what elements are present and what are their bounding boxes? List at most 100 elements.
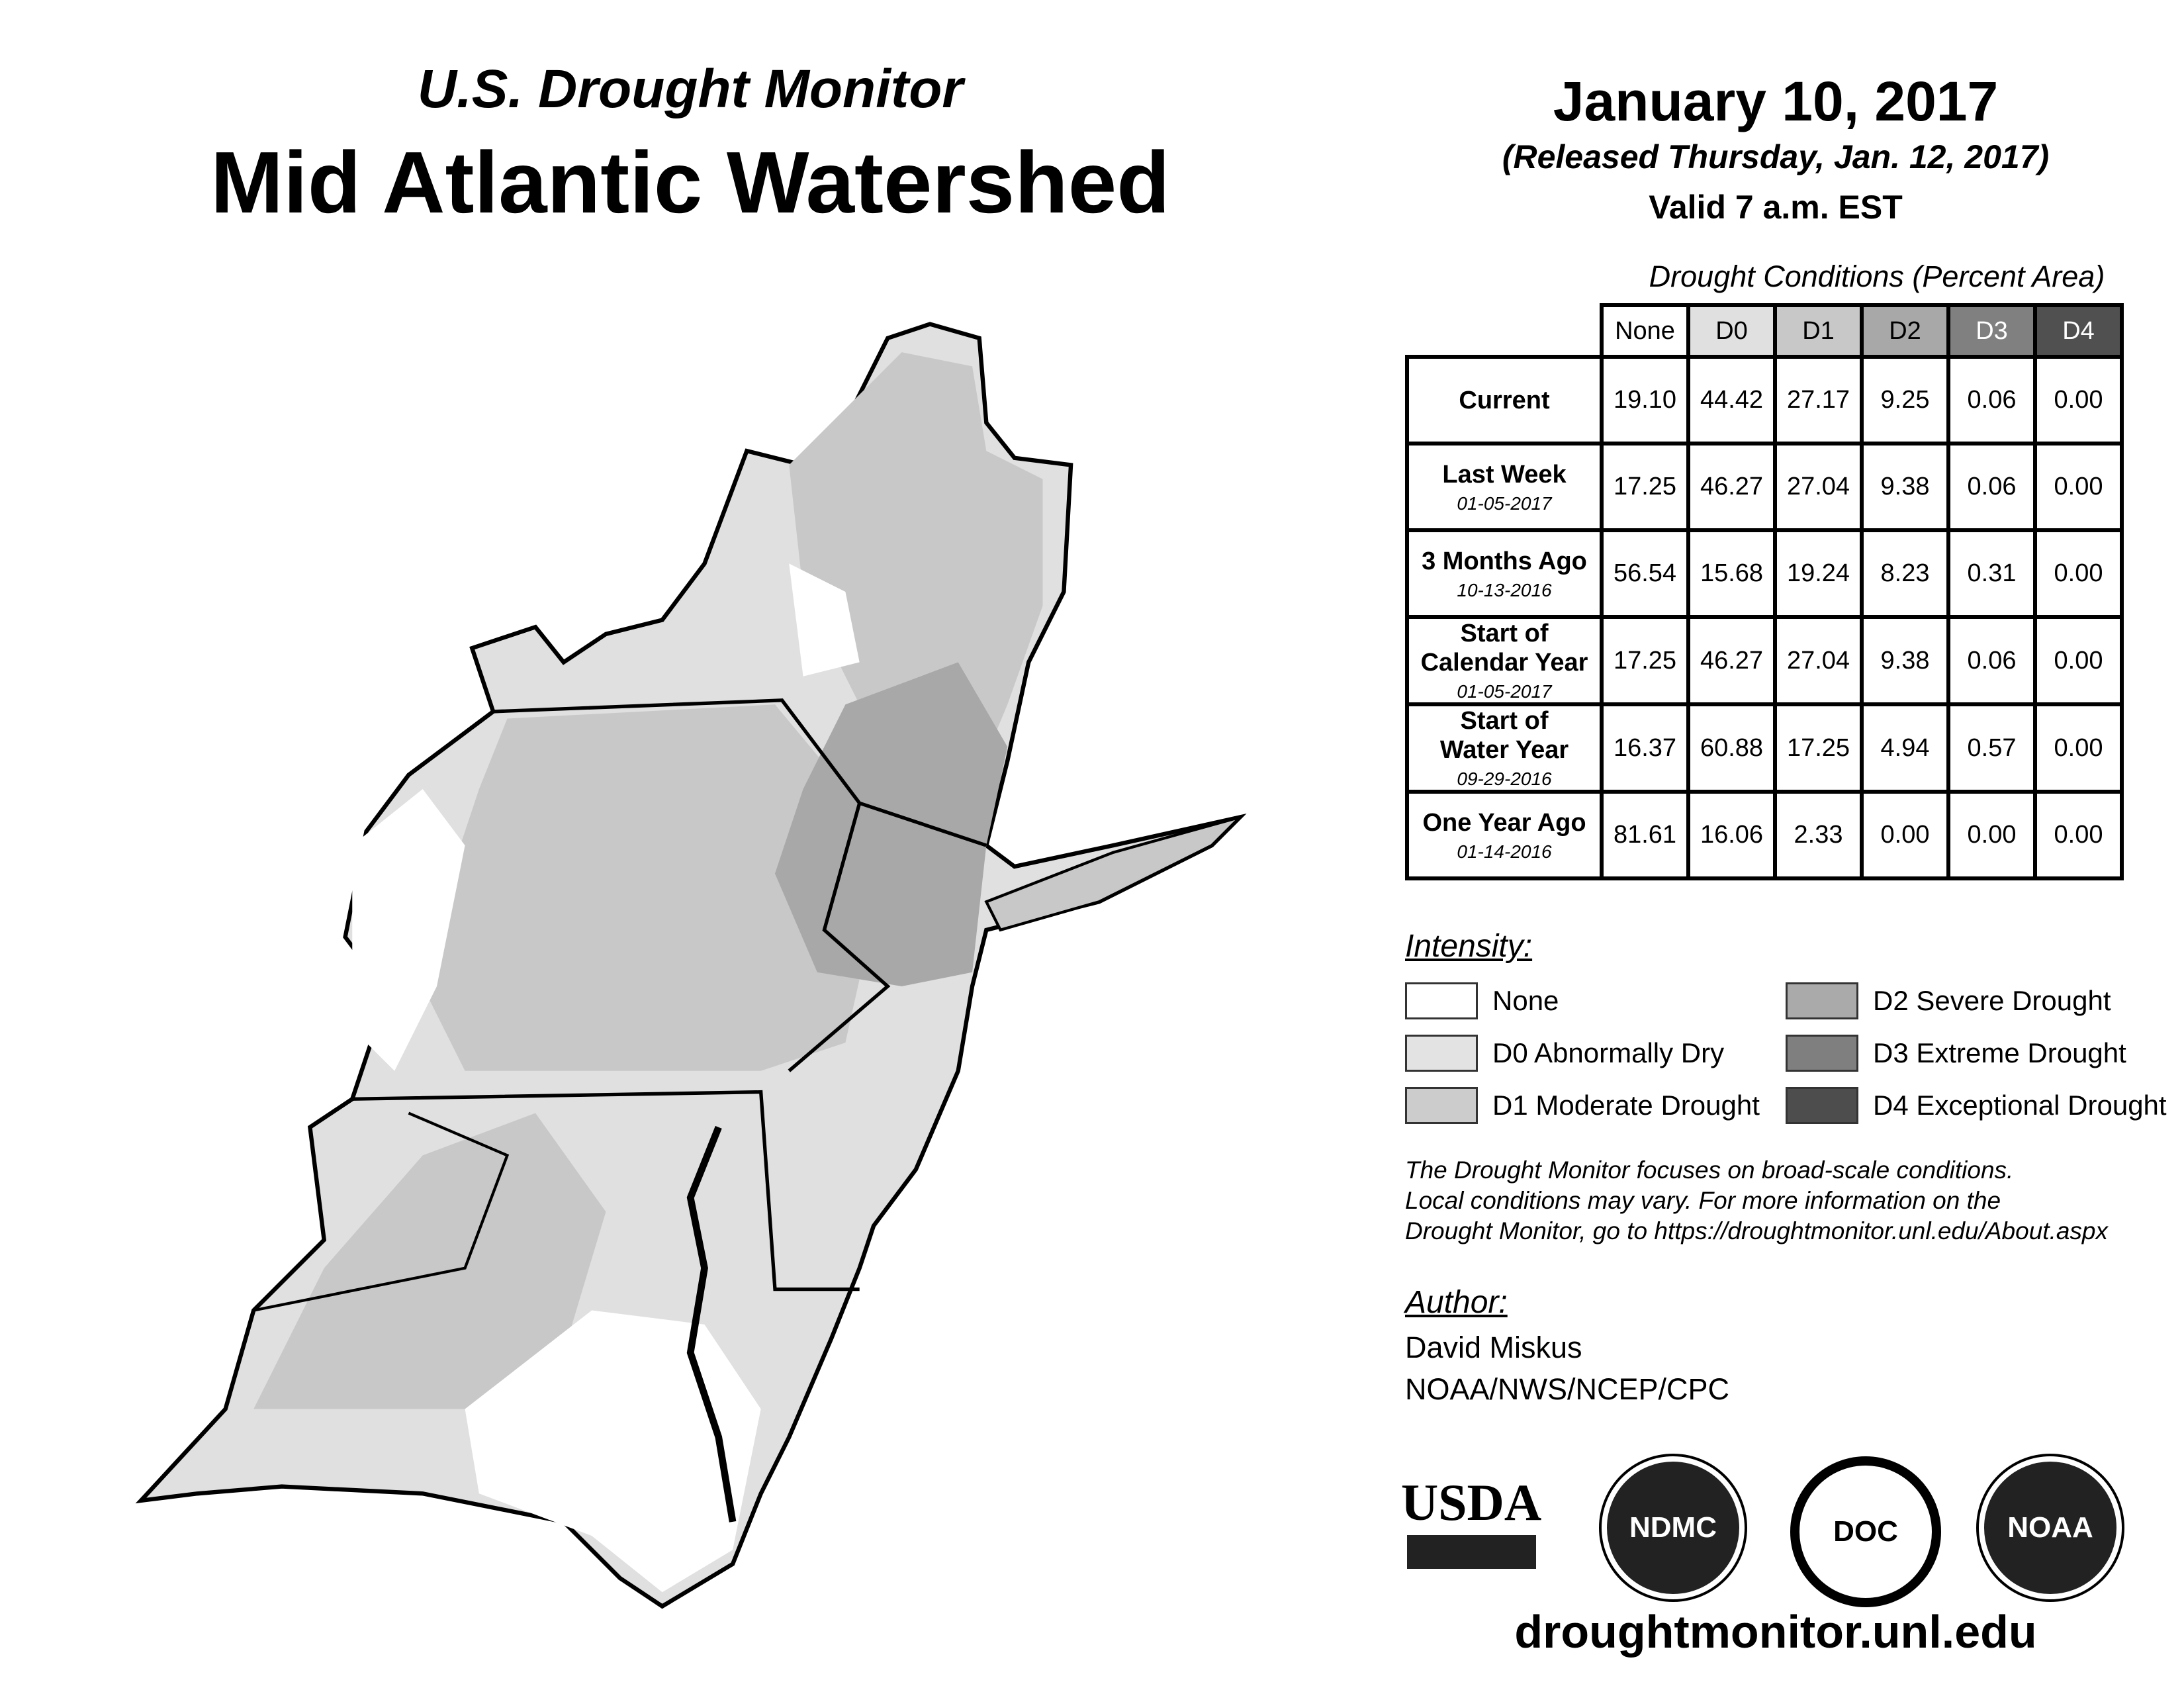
row-label-text: Current [1459, 386, 1550, 414]
table-cell: 0.00 [2033, 442, 2124, 532]
state-line [493, 698, 987, 847]
legend-label: D2 Severe Drought [1873, 985, 2111, 1016]
note-line: Local conditions may vary. For more info… [1405, 1187, 2001, 1214]
table-row: Start of Water Year 09-29-2016 16.37 60.88 17… [1405, 702, 2124, 794]
column-header: D2 [1860, 303, 1950, 359]
table-cell: 0.00 [2033, 528, 2124, 619]
legend-item: D3 Extreme Drought [1786, 1035, 2126, 1072]
legend-item: D1 Moderate Drought [1405, 1087, 1760, 1124]
legend-label: D1 Moderate Drought [1492, 1090, 1760, 1121]
legend-title: Intensity: [1405, 929, 1533, 964]
table-cell: 27.04 [1773, 442, 1864, 532]
table-corner [1407, 305, 1604, 359]
noaa-logo-text: NOAA [2007, 1511, 2093, 1544]
d1-area [789, 352, 1043, 789]
table-cell: 27.04 [1773, 615, 1864, 706]
none-area [352, 788, 465, 1071]
table-cell: 0.06 [1946, 355, 2037, 445]
column-header: D0 [1686, 303, 1777, 359]
commerce-seal: DOC [1790, 1456, 1941, 1607]
row-label: Last Week 01-05-2017 [1405, 442, 1604, 532]
map-date: January 10, 2017 [1553, 70, 1999, 132]
legend-swatch [1405, 982, 1478, 1019]
none-area [465, 1310, 761, 1593]
table-cell: 56.54 [1600, 528, 1690, 619]
row-label-text: Water Year [1439, 736, 1569, 764]
table-cell: 0.06 [1946, 615, 2037, 706]
row-label-text: 3 Months Ago [1422, 547, 1587, 575]
table-cell: 17.25 [1600, 442, 1690, 532]
state-line [788, 802, 891, 1072]
table-cell: 81.61 [1600, 790, 1690, 880]
legend-swatch [1405, 1035, 1478, 1072]
column-header: D3 [1946, 303, 2037, 359]
table-cell: 15.68 [1686, 528, 1777, 619]
table-cell: 9.25 [1860, 355, 1950, 445]
note-line: Drought Monitor, go to https://droughtmo… [1405, 1217, 2108, 1244]
d2-area [774, 662, 1008, 986]
author-label: Author: [1405, 1285, 1508, 1320]
legend-label: None [1492, 985, 1559, 1016]
valid-time: Valid 7 a.m. EST [1649, 189, 1903, 226]
ndmc-logo: NDMC [1602, 1456, 1745, 1599]
table-cell: 8.23 [1860, 528, 1950, 619]
legend-label: D0 Abnormally Dry [1492, 1037, 1725, 1068]
table-cell: 19.24 [1773, 528, 1864, 619]
table-cell: 0.00 [2033, 702, 2124, 794]
legend-label: D3 Extreme Drought [1873, 1037, 2126, 1068]
d1-area [422, 704, 874, 1071]
usda-logo: USDA [1401, 1473, 1541, 1569]
legend-swatch [1405, 1087, 1478, 1124]
legend-item: D4 Exceptional Drought [1786, 1087, 2167, 1124]
long-island [984, 814, 1245, 932]
row-label-text: Calendar Year [1420, 649, 1588, 677]
table-cell: 46.27 [1686, 442, 1777, 532]
row-label: Start of Calendar Year 01-05-2017 [1405, 615, 1604, 706]
legend-swatch [1786, 1035, 1858, 1072]
table-cell: 2.33 [1773, 790, 1864, 880]
table-cell: 46.27 [1686, 615, 1777, 706]
ndmc-logo-text: NDMC [1629, 1511, 1717, 1544]
legend-item: None [1405, 982, 1559, 1019]
table-cell: 0.57 [1946, 702, 2037, 794]
website-url[interactable]: droughtmonitor.unl.edu [1514, 1606, 2037, 1658]
table-cell: 16.06 [1686, 790, 1777, 880]
legend-item: D2 Severe Drought [1786, 982, 2111, 1019]
row-date: 01-14-2016 [1457, 841, 1552, 862]
table-row: 3 Months Ago 10-13-2016 56.54 15.68 19.24 8.2… [1405, 528, 2124, 619]
table-header-row: None D0 D1 D2 D3 D4 [1407, 303, 2124, 359]
row-date: 01-05-2017 [1457, 492, 1552, 514]
row-label-text: Start of [1460, 620, 1549, 647]
table-row: Start of Calendar Year 01-05-2017 17.25 46.2… [1405, 615, 2124, 706]
chesapeake-bay [686, 1125, 737, 1523]
row-label: 3 Months Ago 10-13-2016 [1405, 528, 1604, 619]
table-cell: 0.31 [1946, 528, 2037, 619]
legend-item: D0 Abnormally Dry [1405, 1035, 1724, 1072]
legend-swatch [1786, 1087, 1858, 1124]
table-cell: 0.00 [1946, 790, 2037, 880]
column-header: D1 [1773, 303, 1864, 359]
state-line [352, 1090, 860, 1291]
subtitle: U.S. Drought Monitor [417, 59, 964, 119]
table-cell: 0.00 [2033, 615, 2124, 706]
table-cell: 17.25 [1773, 702, 1864, 794]
row-label: Start of Water Year 09-29-2016 [1405, 702, 1604, 794]
table-cell: 19.10 [1600, 355, 1690, 445]
table-row: One Year Ago 01-14-2016 81.61 16.06 2.33 0.00… [1405, 790, 2124, 880]
commerce-seal-text: DOC [1833, 1515, 1898, 1548]
usda-logo-text: USDA [1400, 1474, 1542, 1531]
page-title: Mid Atlantic Watershed [210, 134, 1170, 231]
table-row: Current 19.10 44.42 27.17 9.25 0.06 0.00 [1405, 355, 2124, 445]
row-label: One Year Ago 01-14-2016 [1405, 790, 1604, 880]
table-title: Drought Conditions (Percent Area) [1649, 259, 2105, 293]
table-cell: 0.00 [1860, 790, 1950, 880]
disclaimer-note: The Drought Monitor focuses on broad-sca… [1405, 1155, 2108, 1246]
table-cell: 9.38 [1860, 615, 1950, 706]
column-header: D4 [2033, 303, 2124, 359]
column-header: None [1600, 303, 1690, 359]
row-label-text: Start of [1460, 707, 1549, 735]
row-date: 01-05-2017 [1457, 681, 1552, 702]
release-date: (Released Thursday, Jan. 12, 2017) [1502, 138, 2050, 175]
legend-label: D4 Exceptional Drought [1873, 1090, 2167, 1121]
